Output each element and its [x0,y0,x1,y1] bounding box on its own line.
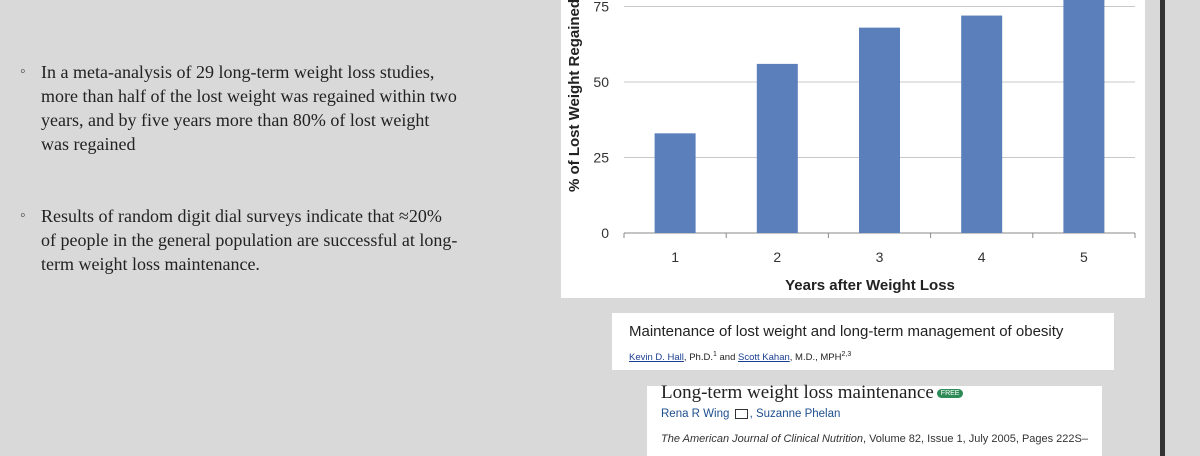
bullet-item: ◦ In a meta-analysis of 29 long-term wei… [20,60,460,156]
bar [1063,0,1105,233]
bar [859,27,900,233]
free-badge: FREE [936,389,964,399]
author-link[interactable]: Suzanne Phelan [755,408,841,420]
reference-title-text[interactable]: Long-term weight loss maintenance [661,382,934,403]
reference-card-wing: Long-term weight loss maintenance FREE Re… [647,382,1102,456]
reference-title: Maintenance of lost weight and long-term… [629,323,1064,340]
bar [654,133,696,233]
bar-chart: 0 25 50 75 1 2 3 4 5 Years after Weight Loss % of … [566,0,1136,294]
bullet-marker: ◦ [20,207,26,224]
author-suffix: , M.D., MPH [789,352,842,364]
x-tick-label: 3 [876,249,884,265]
reference-authors: Kevin D. Hall, Ph.D.1 and Scott Kahan, M… [629,351,851,363]
bullet-text: In a meta-analysis of 29 long-term weigh… [41,62,457,154]
journal-details: , Volume 82, Issue 1, July 2005, Pages 2… [862,433,1088,445]
bullet-marker: ◦ [20,63,26,80]
reference-journal: The American Journal of Clinical Nutriti… [661,433,1088,445]
author-sup: 2,3 [841,351,852,358]
bar [756,63,798,233]
author-suffix: , Ph.D. [683,352,713,364]
reference-card-hall: Maintenance of lost weight and long-term… [612,313,1114,370]
y-axis-label: % of Lost Weight Regained [566,0,583,192]
bullet-item: ◦ Results of random digit dial surveys i… [20,204,460,276]
author-link[interactable]: Rena R Wing [661,408,730,420]
window-edge [1160,0,1165,456]
author-sup: 1 [712,351,717,358]
x-axis-label: Years after Weight Loss [785,277,955,294]
y-tick-label: 50 [593,74,609,90]
chart-panel: 0 25 50 75 1 2 3 4 5 Years after Weight Loss % of … [561,0,1145,298]
author-link[interactable]: Kevin D. Hall [629,352,684,364]
bullet-text: Results of random digit dial surveys ind… [41,206,458,274]
y-tick-label: 75 [593,0,609,15]
y-tick-label: 0 [601,225,609,241]
mail-icon[interactable] [734,408,748,419]
reference-authors: Rena R Wing , Suzanne Phelan [661,408,841,420]
bullet-list: ◦ In a meta-analysis of 29 long-term wei… [20,60,460,276]
bar [961,15,1003,234]
x-tick-label: 5 [1080,249,1088,265]
x-tick-label: 1 [671,249,679,265]
x-tick-label: 2 [773,249,781,265]
author-and: and [716,352,739,364]
author-link[interactable]: Scott Kahan [738,352,790,364]
x-tick-label: 4 [978,249,986,265]
y-tick-label: 25 [593,150,609,166]
journal-name: The American Journal of Clinical Nutriti… [661,433,863,445]
reference-title: Long-term weight loss maintenance FREE [661,382,964,404]
